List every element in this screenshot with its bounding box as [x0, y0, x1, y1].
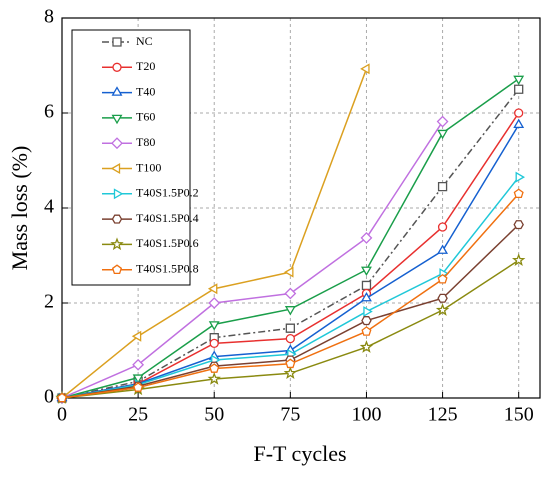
point-marker	[437, 273, 448, 284]
y-tick-label: 2	[44, 291, 54, 313]
point-marker	[513, 75, 525, 86]
point-marker	[437, 222, 448, 232]
y-tick-label: 0	[44, 386, 54, 408]
point-marker	[284, 287, 297, 300]
point-marker	[207, 283, 218, 295]
point-marker	[513, 188, 524, 199]
x-tick-label: 150	[504, 404, 534, 426]
legend-marker	[111, 264, 123, 274]
point-marker	[132, 374, 144, 384]
legend-label: NC	[136, 34, 153, 48]
x-tick-label: 75	[280, 404, 300, 426]
point-marker	[133, 382, 144, 392]
point-marker	[435, 303, 450, 316]
y-axis-label: Mass loss (%)	[7, 146, 32, 271]
legend-marker	[111, 86, 123, 96]
point-marker	[437, 181, 448, 192]
legend-label: T40S1.5P0.2	[136, 186, 199, 200]
legend-label: T40	[136, 84, 155, 98]
point-marker	[363, 306, 373, 318]
point-marker	[514, 84, 524, 94]
point-marker	[284, 306, 296, 316]
series-line	[61, 121, 444, 399]
point-marker	[208, 321, 220, 331]
point-marker	[285, 333, 295, 344]
point-marker	[56, 392, 68, 403]
point-marker	[285, 358, 296, 369]
legend-label: T60	[136, 110, 155, 124]
point-marker	[207, 371, 221, 385]
x-tick-label: 0	[57, 404, 67, 426]
legend-label: T20	[136, 59, 155, 73]
point-marker	[436, 115, 449, 128]
point-marker	[284, 266, 294, 278]
point-marker	[513, 220, 524, 230]
point-marker	[359, 340, 374, 353]
legend-marker	[112, 62, 122, 72]
point-marker	[437, 293, 448, 303]
point-marker	[209, 338, 219, 349]
point-marker	[132, 358, 145, 371]
legend-label: T80	[136, 135, 155, 149]
legend-marker	[112, 37, 122, 47]
legend-marker	[111, 214, 123, 224]
point-marker	[514, 108, 524, 118]
legend-marker	[110, 163, 121, 174]
legend-marker	[110, 237, 124, 251]
y-tick-label: 6	[44, 101, 54, 123]
legend-marker	[111, 137, 123, 150]
legend-label: T100	[136, 160, 161, 174]
point-marker	[208, 297, 221, 309]
x-tick-label: 50	[204, 404, 224, 426]
point-marker	[361, 280, 372, 291]
point-marker	[360, 63, 370, 75]
y-tick-label: 8	[44, 6, 54, 28]
legend-label: T40S1.5P0.6	[136, 236, 199, 250]
legend-marker	[111, 114, 123, 125]
x-tick-label: 100	[351, 404, 381, 426]
x-axis-label: F-T cycles	[253, 441, 346, 466]
legend-marker	[113, 188, 124, 200]
x-tick-label: 125	[428, 404, 458, 426]
y-tick-label: 4	[44, 196, 54, 218]
point-marker	[209, 363, 220, 373]
point-marker	[361, 266, 372, 277]
point-marker	[437, 129, 449, 140]
point-marker	[437, 244, 449, 254]
legend-box	[71, 29, 191, 286]
legend-label: T40S1.5P0.4	[136, 211, 199, 225]
point-marker	[131, 330, 142, 342]
point-marker	[515, 171, 525, 183]
point-marker	[511, 253, 526, 266]
plot-frame	[61, 17, 541, 399]
point-marker	[361, 316, 372, 326]
point-marker	[360, 232, 373, 244]
legend-label: T40S1.5P0.8	[136, 261, 199, 275]
point-marker	[285, 323, 295, 333]
point-marker	[361, 326, 372, 336]
point-marker	[283, 366, 298, 379]
point-marker	[513, 118, 525, 129]
x-tick-label: 25	[128, 404, 148, 426]
point-marker	[361, 291, 372, 302]
